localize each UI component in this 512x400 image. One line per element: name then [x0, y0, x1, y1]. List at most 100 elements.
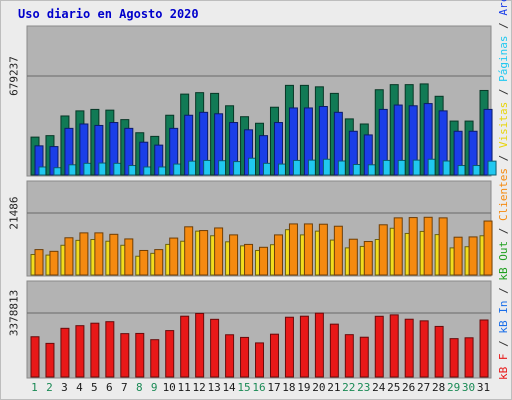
day-label: 24: [372, 381, 386, 394]
bar-bottom-1-day-2: [45, 342, 55, 378]
bar-bottom-1-day-12: [195, 312, 205, 378]
ymax-label-bottom: 3378813: [8, 290, 21, 336]
bar-middle-2-day-17: [273, 234, 283, 276]
day-label: 11: [178, 381, 191, 394]
bar-bottom-1-day-30: [464, 337, 474, 378]
day-label: 3: [61, 381, 68, 394]
chart-title: Uso diario en Agosto 2020: [18, 7, 199, 21]
day-label: 2: [46, 381, 53, 394]
legend-kb-out: kB Out: [497, 241, 510, 281]
bar-middle-2-day-14: [229, 234, 239, 276]
bar-middle-2-day-11: [184, 226, 194, 276]
legend-separator: /: [497, 281, 510, 301]
bar-bottom-1-day-3: [60, 327, 70, 378]
bar-middle-2-day-29: [453, 236, 463, 276]
bar-middle-2-day-23: [363, 241, 373, 276]
bar-middle-2-day-2: [49, 250, 59, 276]
day-label: 4: [76, 381, 83, 394]
bar-bottom-1-day-1: [30, 336, 40, 378]
bar-bottom-1-day-23: [359, 336, 369, 378]
day-label: 29: [447, 381, 460, 394]
bar-bottom-1-day-15: [240, 336, 250, 378]
bar-middle-2-day-18: [288, 223, 298, 276]
bar-bottom-1-day-7: [120, 333, 130, 378]
bar-middle-2-day-12: [199, 230, 209, 276]
bar-middle-2-day-22: [348, 238, 358, 276]
bar-bottom-1-day-5: [90, 322, 100, 378]
bar-bottom-1-day-4: [75, 325, 85, 378]
bar-middle-2-day-25: [393, 217, 403, 276]
day-label: 12: [193, 381, 206, 394]
bar-bottom-1-day-16: [255, 342, 265, 378]
bar-bottom-1-day-29: [449, 338, 459, 378]
bar-bottom-1-day-31: [479, 319, 489, 378]
bar-middle-2-day-27: [423, 216, 433, 276]
bar-top-3-day-31: [487, 160, 497, 176]
day-label: 9: [151, 381, 158, 394]
bar-bottom-1-day-8: [135, 332, 145, 378]
bar-bottom-1-day-17: [269, 333, 279, 378]
day-label: 25: [387, 381, 400, 394]
bar-middle-2-day-24: [378, 224, 388, 276]
day-label: 10: [163, 381, 176, 394]
day-label: 8: [136, 381, 143, 394]
bar-middle-2-day-31: [483, 220, 493, 276]
legend-separator: /: [497, 82, 510, 102]
bar-bottom-1-day-10: [165, 330, 175, 378]
bar-bottom-1-day-13: [210, 318, 220, 378]
day-label: 5: [91, 381, 98, 394]
bar-bottom-1-day-24: [374, 315, 384, 378]
bar-bottom-1-day-11: [180, 315, 190, 378]
legend-separator: /: [497, 148, 510, 168]
day-label: 23: [357, 381, 370, 394]
legend-clientes: Clientes: [497, 168, 510, 221]
bar-middle-2-day-16: [259, 246, 269, 276]
legend-paginas: Páginas: [497, 36, 510, 82]
legend-separator: /: [497, 334, 510, 354]
bar-middle-2-day-26: [408, 217, 418, 276]
day-label: 16: [252, 381, 265, 394]
bar-middle-2-day-21: [333, 225, 343, 276]
legend-kb-f: kB F: [497, 354, 510, 381]
ymax-label-top: 679237: [8, 56, 21, 96]
day-label: 1: [31, 381, 38, 394]
bar-bottom-1-day-6: [105, 321, 115, 378]
bar-middle-2-day-8: [139, 249, 149, 276]
day-label: 19: [297, 381, 310, 394]
bar-middle-2-day-19: [303, 223, 313, 276]
day-label: 26: [402, 381, 415, 394]
bar-bottom-1-day-21: [329, 323, 339, 378]
bar-bottom-1-day-14: [225, 334, 235, 378]
bar-bottom-1-day-9: [150, 339, 160, 378]
bar-middle-2-day-15: [244, 243, 254, 276]
day-label: 18: [282, 381, 295, 394]
bar-middle-2-day-28: [438, 217, 448, 276]
bar-middle-2-day-5: [94, 232, 104, 276]
day-label: 22: [342, 381, 355, 394]
day-label: 6: [106, 381, 113, 394]
day-label: 21: [327, 381, 340, 394]
day-label: 28: [432, 381, 445, 394]
bar-middle-2-day-3: [64, 237, 74, 276]
bar-middle-2-day-4: [79, 232, 89, 276]
bar-bottom-1-day-20: [314, 312, 324, 378]
bar-bottom-1-day-27: [419, 320, 429, 378]
bar-bottom-1-day-28: [434, 325, 444, 378]
legend-separator: /: [497, 221, 510, 241]
bar-middle-2-day-1: [34, 249, 44, 276]
day-label: 14: [222, 381, 236, 394]
legend-visitas: Visitas: [497, 102, 510, 148]
bar-middle-2-day-13: [214, 227, 224, 276]
ymax-label-middle: 21486: [8, 196, 21, 229]
bar-bottom-1-day-22: [344, 334, 354, 378]
bar-bottom-1-day-26: [404, 318, 414, 378]
day-label: 31: [477, 381, 490, 394]
bar-middle-2-day-7: [124, 238, 134, 276]
bar-bottom-1-day-18: [284, 316, 294, 378]
legend-separator: /: [497, 16, 510, 36]
bar-bottom-1-day-25: [389, 314, 399, 378]
bar-middle-2-day-20: [318, 223, 328, 276]
bar-middle-2-day-10: [169, 237, 179, 276]
bar-middle-2-day-30: [468, 236, 478, 276]
